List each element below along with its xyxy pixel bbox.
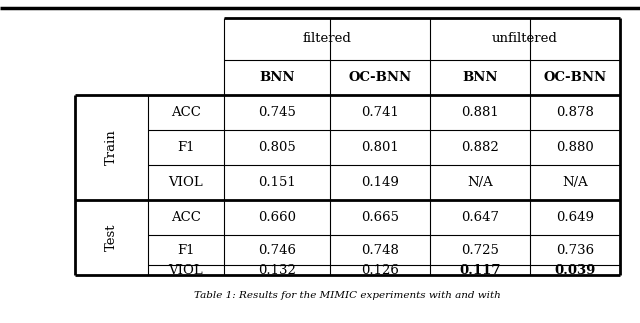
Text: 0.039: 0.039 <box>554 264 596 276</box>
Text: 0.736: 0.736 <box>556 244 594 256</box>
Text: F1: F1 <box>177 244 195 256</box>
Text: unfiltered: unfiltered <box>492 33 558 46</box>
Text: 0.801: 0.801 <box>361 141 399 154</box>
Text: OC-BNN: OC-BNN <box>543 71 607 84</box>
Text: BNN: BNN <box>259 71 295 84</box>
Text: F1: F1 <box>177 141 195 154</box>
Text: 0.132: 0.132 <box>258 264 296 276</box>
Text: 0.151: 0.151 <box>258 176 296 189</box>
Text: 0.149: 0.149 <box>361 176 399 189</box>
Text: OC-BNN: OC-BNN <box>348 71 412 84</box>
Text: N/A: N/A <box>562 176 588 189</box>
Text: 0.741: 0.741 <box>361 106 399 119</box>
Text: 0.746: 0.746 <box>258 244 296 256</box>
Text: BNN: BNN <box>462 71 498 84</box>
Text: 0.878: 0.878 <box>556 106 594 119</box>
Text: 0.748: 0.748 <box>361 244 399 256</box>
Text: ACC: ACC <box>171 211 201 224</box>
Text: 0.647: 0.647 <box>461 211 499 224</box>
Text: 0.880: 0.880 <box>556 141 594 154</box>
Text: 0.882: 0.882 <box>461 141 499 154</box>
Text: 0.660: 0.660 <box>258 211 296 224</box>
Text: VIOL: VIOL <box>168 176 204 189</box>
Text: ACC: ACC <box>171 106 201 119</box>
Text: 0.725: 0.725 <box>461 244 499 256</box>
Text: 0.117: 0.117 <box>460 264 500 276</box>
Text: Table 1: Results for the MIMIC experiments with and with: Table 1: Results for the MIMIC experimen… <box>194 290 501 299</box>
Text: 0.649: 0.649 <box>556 211 594 224</box>
Text: 0.881: 0.881 <box>461 106 499 119</box>
Text: N/A: N/A <box>467 176 493 189</box>
Text: Test: Test <box>105 224 118 251</box>
Text: 0.665: 0.665 <box>361 211 399 224</box>
Text: VIOL: VIOL <box>168 264 204 276</box>
Text: filtered: filtered <box>303 33 351 46</box>
Text: 0.745: 0.745 <box>258 106 296 119</box>
Text: 0.126: 0.126 <box>361 264 399 276</box>
Text: 0.805: 0.805 <box>258 141 296 154</box>
Text: Train: Train <box>105 130 118 165</box>
